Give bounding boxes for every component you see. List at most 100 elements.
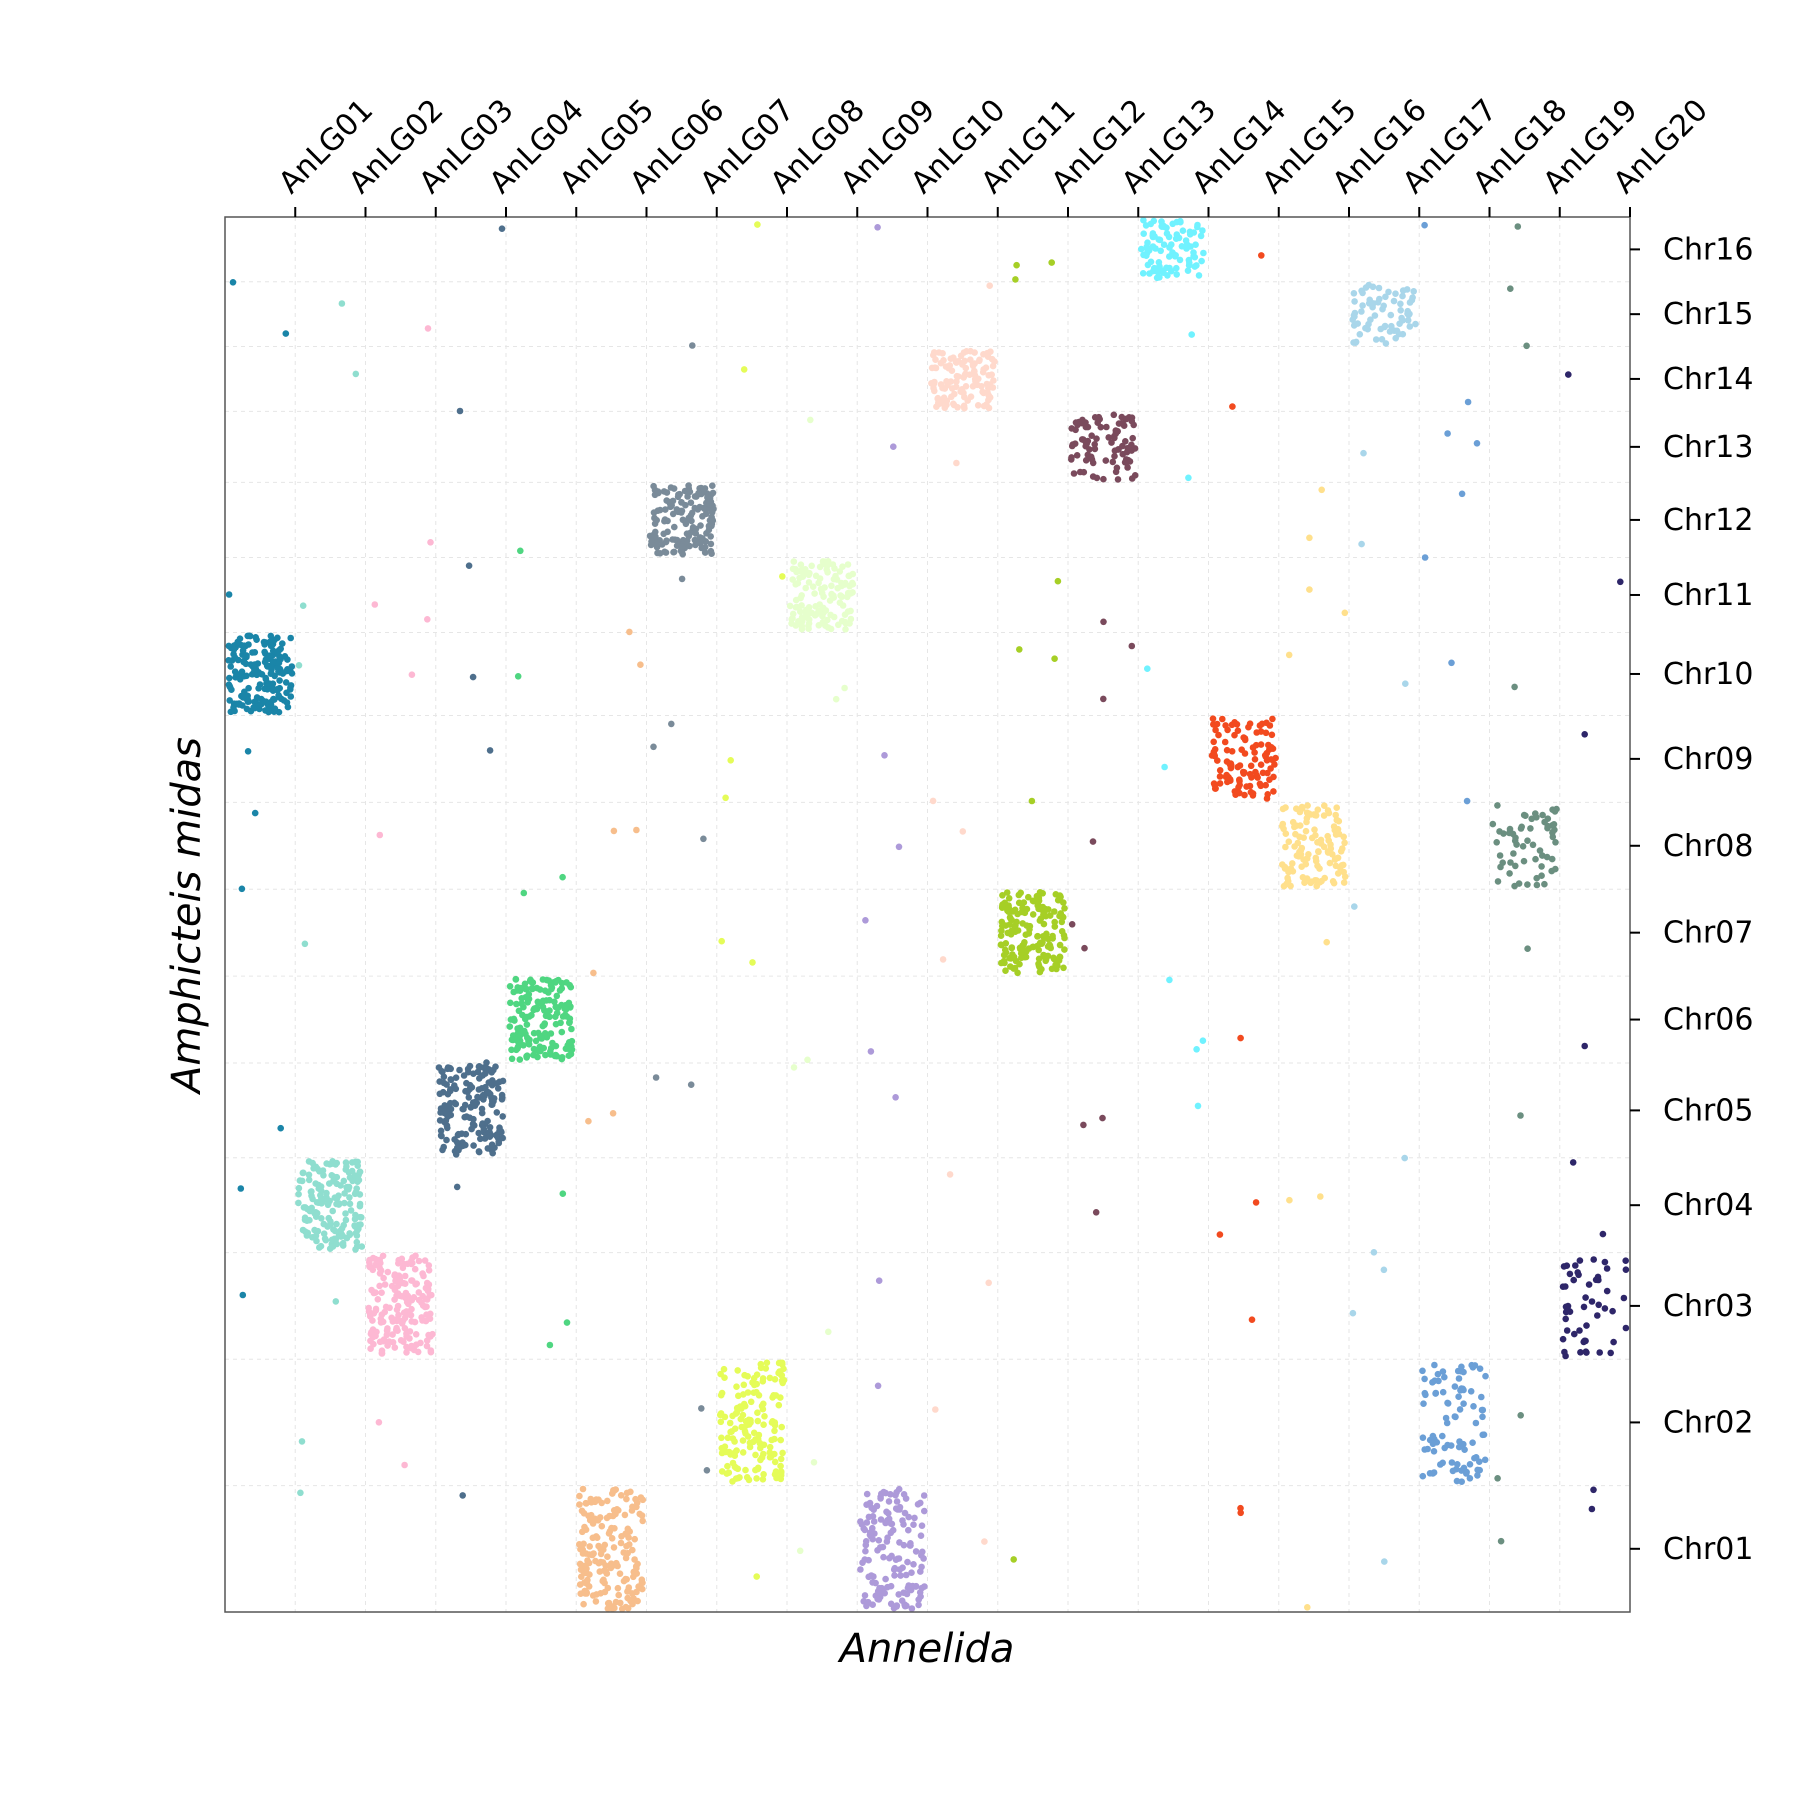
point-anlg20-chr03	[1566, 1270, 1574, 1278]
point-anlg10-chr01	[870, 1573, 877, 1580]
point-anlg05-scattered	[559, 873, 566, 881]
point-anlg12-chr07	[1034, 901, 1042, 909]
point-anlg05-chr06	[548, 984, 556, 991]
point-anlg03-chr03	[391, 1296, 398, 1303]
point-anlg02-chr04	[327, 1218, 334, 1225]
point-anlg02-chr04	[315, 1181, 322, 1189]
point-anlg20-chr03	[1582, 1294, 1589, 1301]
point-anlg09-chr11	[845, 572, 852, 580]
point-anlg01-chr10	[245, 641, 252, 648]
point-anlg08-chr02	[724, 1462, 731, 1470]
point-anlg04-chr05	[454, 1139, 461, 1146]
point-anlg20-chr03	[1601, 1305, 1609, 1312]
point-anlg15-chr09	[1269, 715, 1276, 723]
point-anlg01-chr10	[230, 646, 238, 653]
point-anlg09-chr11	[816, 601, 823, 608]
point-anlg19-chr08	[1552, 839, 1559, 846]
point-anlg07-chr12	[702, 510, 710, 518]
y-tick-label-chr11: Chr11	[1663, 578, 1753, 613]
point-anlg08-chr02	[754, 1417, 762, 1425]
point-anlg03-chr03	[403, 1343, 410, 1351]
point-anlg07-chr12	[650, 509, 658, 516]
point-anlg15-chr09	[1216, 767, 1224, 774]
point-anlg08-chr02	[777, 1462, 784, 1470]
point-anlg02-chr04	[356, 1202, 364, 1210]
point-anlg07-chr12	[682, 520, 690, 528]
point-anlg12-chr07	[1011, 964, 1019, 972]
point-anlg06-chr01	[608, 1535, 616, 1542]
point-anlg03-chr03	[401, 1272, 409, 1280]
point-anlg06-chr01	[586, 1543, 593, 1550]
point-anlg08-chr02	[729, 1435, 737, 1442]
point-anlg08-chr02	[758, 1402, 766, 1410]
point-anlg19-chr08	[1550, 821, 1558, 828]
point-anlg08-chr02	[771, 1427, 778, 1435]
data-points	[225, 216, 1630, 1613]
point-anlg03-chr03	[423, 1337, 431, 1344]
point-anlg19-chr08	[1532, 855, 1539, 863]
point-anlg15-scattered	[1237, 1504, 1244, 1512]
point-anlg13-chr13	[1114, 446, 1122, 453]
point-anlg15-chr09	[1248, 774, 1255, 781]
point-anlg19-chr08	[1536, 847, 1544, 854]
point-anlg16-chr08	[1312, 857, 1320, 865]
point-anlg05-chr06	[512, 975, 520, 983]
point-anlg18-scattered	[1444, 430, 1451, 437]
point-anlg17-chr15	[1352, 338, 1360, 346]
point-anlg03-chr03	[367, 1345, 374, 1352]
point-anlg09-chr11	[849, 579, 856, 587]
point-anlg10-chr01	[911, 1514, 918, 1522]
point-anlg04-scattered	[469, 673, 477, 681]
point-anlg05-chr06	[514, 1045, 521, 1052]
point-anlg03-chr03	[393, 1306, 401, 1313]
point-anlg13-chr13	[1102, 457, 1110, 464]
point-anlg13-chr13	[1091, 445, 1099, 453]
point-anlg14-chr16	[1166, 253, 1173, 260]
point-anlg01-chr10	[234, 638, 241, 646]
point-anlg15-chr09	[1263, 719, 1270, 727]
point-anlg17-chr15	[1365, 281, 1373, 289]
point-anlg02-scattered	[295, 662, 303, 669]
point-anlg07-scattered	[652, 1074, 660, 1081]
point-anlg11-chr14	[957, 388, 964, 395]
point-anlg07-chr12	[692, 525, 700, 533]
point-anlg01-chr10	[282, 679, 290, 686]
point-anlg11-chr14	[944, 381, 951, 389]
point-anlg20-scattered	[1581, 1042, 1588, 1050]
point-anlg14-chr16	[1192, 241, 1199, 248]
point-anlg20-chr03	[1603, 1265, 1611, 1272]
point-anlg01-chr10	[251, 698, 258, 706]
point-anlg09-chr11	[831, 565, 838, 572]
point-anlg11-chr14	[987, 348, 994, 356]
point-anlg10-chr01	[917, 1568, 924, 1575]
point-anlg16-scattered	[1323, 938, 1330, 946]
point-anlg12-chr07	[1008, 944, 1015, 952]
y-axis-ticks: Chr01 Chr02 Chr03 Chr04 Chr05 Chr06 Chr07 Chr08…	[1630, 232, 1753, 1567]
point-anlg05-chr06	[552, 977, 560, 985]
point-anlg06-chr01	[592, 1533, 600, 1540]
point-anlg11-scattered	[929, 797, 937, 805]
point-anlg01-chr10	[226, 674, 233, 682]
point-anlg04-chr05	[496, 1127, 503, 1135]
point-anlg15-chr09	[1241, 791, 1248, 799]
point-anlg09-chr11	[793, 603, 801, 611]
point-anlg02-chr04	[318, 1195, 325, 1202]
point-anlg11-chr14	[971, 360, 978, 367]
point-anlg01-chr10	[273, 649, 281, 657]
point-anlg06-chr01	[580, 1600, 587, 1608]
point-anlg02-chr04	[296, 1177, 304, 1184]
point-anlg02-scattered	[332, 1298, 340, 1305]
point-anlg13-chr13	[1079, 416, 1086, 424]
point-anlg03-chr03	[398, 1320, 406, 1327]
point-anlg12-chr07	[1051, 923, 1059, 930]
point-anlg15-chr09	[1259, 769, 1267, 777]
point-anlg08-chr02	[759, 1375, 767, 1382]
point-anlg05-chr06	[553, 992, 561, 1000]
point-anlg14-chr16	[1198, 257, 1205, 265]
point-anlg02-chr04	[339, 1232, 347, 1240]
point-anlg15-chr09	[1247, 762, 1255, 770]
point-anlg11-chr14	[979, 368, 987, 376]
point-anlg01-chr10	[267, 670, 275, 677]
point-anlg03-chr03	[427, 1347, 435, 1354]
point-anlg03-chr03	[409, 1259, 416, 1267]
